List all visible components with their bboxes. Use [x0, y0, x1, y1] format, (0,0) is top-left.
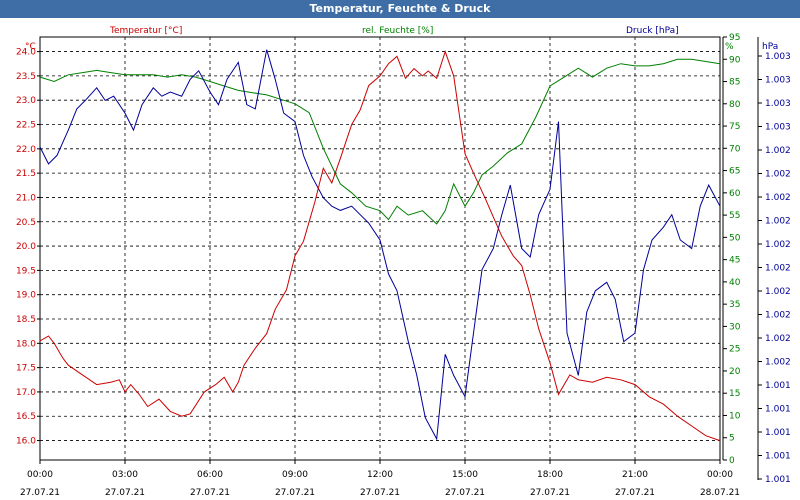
date-tick-label: 27.07.21: [190, 488, 230, 498]
pressure-tick-label: 1.002: [765, 240, 791, 250]
date-tick-label: 27.07.21: [105, 488, 145, 498]
time-tick-label: 00:00: [27, 470, 53, 480]
chart-title: Temperatur, Feuchte & Druck: [0, 0, 800, 18]
pressure-tick-label: 1.001: [765, 452, 791, 462]
legend-temperature: Temperatur [°C]: [109, 26, 182, 36]
humidity-tick-label: 65: [729, 167, 740, 177]
time-tick-label: 12:00: [367, 470, 393, 480]
humidity-tick-label: 40: [729, 278, 741, 288]
temperature-tick-label: 22.0: [16, 145, 36, 155]
humidity-tick-label: 5: [729, 434, 735, 444]
temperature-tick-label: 16.0: [16, 437, 36, 447]
date-tick-label: 28.07.21: [700, 488, 740, 498]
time-tick-label: 09:00: [282, 470, 308, 480]
temperature-tick-label: 23.0: [16, 96, 36, 106]
pressure-tick-label: 1.001: [765, 381, 791, 391]
pressure-tick-label: 1.003: [765, 123, 791, 133]
date-tick-label: 27.07.21: [445, 488, 485, 498]
humidity-tick-label: 60: [729, 189, 741, 199]
temperature-tick-label: 19.5: [16, 266, 36, 276]
pressure-tick-label: 1.001: [765, 428, 791, 438]
temperature-tick-label: 18.5: [16, 315, 36, 325]
temperature-axis: 16.0 16.5 17.0 17.5 18.0 18.5 19.0 19.5 20.0 20.5…: [16, 48, 40, 447]
time-tick-label: 06:00: [197, 470, 223, 480]
humidity-tick-label: 45: [729, 256, 740, 266]
humidity-tick-label: 95: [729, 33, 740, 43]
time-tick-label: 18:00: [537, 470, 563, 480]
temperature-tick-label: 17.5: [16, 364, 36, 374]
humidity-tick-label: 90: [729, 55, 741, 65]
humidity-unit-label: %: [725, 42, 734, 52]
humidity-tick-label: 15: [729, 389, 740, 399]
temperature-tick-label: 19.0: [16, 291, 36, 301]
humidity-tick-label: 20: [729, 367, 741, 377]
humidity-tick-label: 10: [729, 411, 741, 421]
pressure-tick-label: 1.001: [765, 475, 791, 485]
legend-humidity: rel. Feuchte [%]: [362, 26, 433, 36]
temperature-tick-label: 20.0: [16, 242, 36, 252]
date-tick-label: 27.07.21: [20, 488, 60, 498]
pressure-tick-label: 1.002: [765, 264, 791, 274]
temperature-tick-label: 18.0: [16, 339, 36, 349]
time-tick-label: 03:00: [112, 470, 138, 480]
pressure-tick-label: 1.003: [765, 99, 791, 109]
temperature-line: [39, 50, 721, 442]
pressure-tick-label: 1.002: [765, 170, 791, 180]
temperature-tick-label: 24.0: [16, 48, 36, 58]
humidity-tick-label: 85: [729, 78, 740, 88]
humidity-axis: 0 5 10 15 20 25 30 35 40 45 50 55 60 65 70 75 80 85 90 95: [722, 33, 741, 466]
pressure-tick-label: 1.001: [765, 405, 791, 415]
pressure-tick-label: 1.002: [765, 358, 791, 368]
temperature-tick-label: 16.5: [16, 412, 36, 422]
humidity-tick-label: 0: [729, 456, 735, 466]
pressure-tick-label: 1.003: [765, 52, 791, 62]
time-axis: 00:00 27.07.21 03:00 27.07.21 06:00 27.07.21 0…: [20, 460, 740, 498]
pressure-tick-label: 1.002: [765, 287, 791, 297]
grid: [40, 37, 720, 460]
humidity-line: [39, 58, 721, 225]
pressure-tick-label: 1.002: [765, 334, 791, 344]
temperature-tick-label: 21.0: [16, 193, 36, 203]
date-tick-label: 27.07.21: [530, 488, 570, 498]
temperature-tick-label: 22.5: [16, 121, 36, 131]
pressure-tick-label: 1.002: [765, 311, 791, 321]
temperature-tick-label: 17.0: [16, 388, 36, 398]
humidity-tick-label: 35: [729, 300, 740, 310]
humidity-tick-label: 70: [729, 144, 741, 154]
pressure-tick-label: 1.002: [765, 146, 791, 156]
humidity-tick-label: 30: [729, 322, 741, 332]
pressure-tick-label: 1.002: [765, 217, 791, 227]
time-tick-label: 15:00: [452, 470, 478, 480]
humidity-tick-label: 50: [729, 233, 741, 243]
date-tick-label: 27.07.21: [615, 488, 655, 498]
humidity-tick-label: 75: [729, 122, 740, 132]
date-tick-label: 27.07.21: [275, 488, 315, 498]
pressure-tick-label: 1.003: [765, 76, 791, 86]
time-tick-label: 21:00: [622, 470, 648, 480]
humidity-tick-label: 80: [729, 100, 741, 110]
series: [39, 49, 721, 442]
humidity-tick-label: 55: [729, 211, 740, 221]
pressure-axis: 1.001 1.001 1.001 1.001 1.001 1.002 1.002 1.002…: [757, 37, 791, 485]
date-tick-label: 27.07.21: [360, 488, 400, 498]
temperature-tick-label: 21.5: [16, 169, 36, 179]
time-tick-label: 00:00: [707, 470, 733, 480]
chart-svg: 16.0 16.5 17.0 17.5 18.0 18.5 19.0 19.5 20.0 20.5…: [16, 26, 791, 498]
temperature-unit-label: °C: [25, 42, 36, 52]
humidity-tick-label: 25: [729, 345, 740, 355]
pressure-unit-label: hPa: [762, 42, 778, 52]
legend-pressure: Druck [hPa]: [626, 26, 679, 36]
temperature-tick-label: 23.5: [16, 72, 36, 82]
pressure-tick-label: 1.002: [765, 193, 791, 203]
temperature-tick-label: 20.5: [16, 218, 36, 228]
pressure-line: [39, 49, 721, 441]
